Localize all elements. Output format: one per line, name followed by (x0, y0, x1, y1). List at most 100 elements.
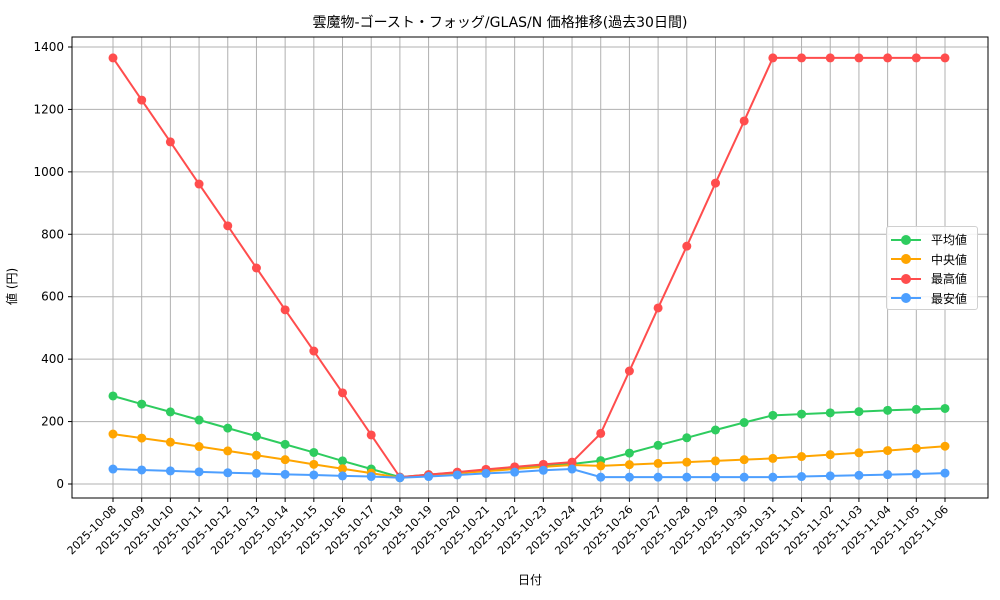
legend: 平均値 中央値 最高値 最安値 (886, 226, 978, 310)
data-point (309, 470, 319, 480)
data-point (940, 441, 950, 451)
data-point (624, 448, 634, 458)
x-axis-label: 日付 (517, 573, 542, 587)
data-point (567, 457, 577, 467)
data-point (768, 453, 778, 463)
data-point (797, 409, 807, 419)
data-point (596, 472, 606, 482)
data-point (137, 433, 147, 443)
y-tick-label: 0 (56, 477, 64, 491)
data-point (338, 456, 348, 466)
data-point (424, 472, 434, 482)
data-point (280, 455, 290, 465)
y-axis-ticks: 0 200 400 600 800 1000 1200 1400 (33, 40, 72, 491)
data-point (911, 469, 921, 479)
data-point (481, 468, 491, 478)
data-point (710, 472, 720, 482)
data-point (137, 95, 147, 105)
data-point (108, 464, 118, 474)
data-point (309, 447, 319, 457)
data-point (251, 468, 261, 478)
data-point (567, 464, 577, 474)
data-point (108, 429, 118, 439)
data-point (510, 467, 520, 477)
data-point (137, 399, 147, 409)
data-point (223, 468, 233, 478)
data-point (911, 53, 921, 63)
data-point (108, 53, 118, 63)
data-point (165, 437, 175, 447)
data-point (825, 450, 835, 460)
data-point (710, 178, 720, 188)
data-point (251, 450, 261, 460)
data-point (883, 53, 893, 63)
data-point (768, 472, 778, 482)
data-point (223, 221, 233, 231)
y-tick-label: 1000 (33, 165, 64, 179)
data-point (624, 460, 634, 470)
data-point (940, 53, 950, 63)
data-point (338, 388, 348, 398)
legend-label: 中央値 (931, 252, 968, 267)
data-point (682, 457, 692, 467)
data-point (883, 446, 893, 456)
y-tick-label: 800 (41, 227, 64, 241)
data-point (452, 470, 462, 480)
legend-item-min: 最安値 (891, 289, 973, 309)
legend-marker-icon (891, 293, 921, 304)
data-point (653, 472, 663, 482)
series-lines (108, 53, 950, 483)
data-point (653, 458, 663, 468)
y-tick-label: 200 (41, 415, 64, 429)
data-point (825, 471, 835, 481)
data-point (739, 472, 749, 482)
legend-label: 最高値 (931, 272, 968, 287)
data-point (682, 241, 692, 251)
data-point (682, 433, 692, 443)
data-point (739, 455, 749, 465)
data-point (940, 468, 950, 478)
data-point (710, 456, 720, 466)
data-point (338, 471, 348, 481)
data-point (797, 53, 807, 63)
data-point (280, 469, 290, 479)
data-point (883, 405, 893, 415)
data-point (251, 431, 261, 441)
data-point (596, 461, 606, 471)
data-point (309, 346, 319, 356)
series-line (112, 433, 946, 479)
plot-frame (71, 36, 989, 499)
data-point (911, 443, 921, 453)
data-point (194, 179, 204, 189)
legend-marker-icon (891, 234, 921, 245)
data-point (710, 425, 720, 435)
data-point (165, 137, 175, 147)
legend-item-average: 平均値 (891, 230, 973, 250)
data-point (739, 418, 749, 428)
data-point (854, 407, 864, 417)
data-point (768, 53, 778, 63)
grid-lines (72, 37, 988, 498)
data-point (739, 116, 749, 126)
y-tick-label: 1200 (33, 102, 64, 116)
data-point (825, 408, 835, 418)
data-point (624, 366, 634, 376)
y-tick-label: 400 (41, 352, 64, 366)
legend-label: 平均値 (931, 233, 968, 248)
data-point (940, 403, 950, 413)
data-point (768, 410, 778, 420)
data-point (251, 263, 261, 273)
data-point (194, 442, 204, 452)
data-point (280, 439, 290, 449)
legend-label: 最安値 (931, 291, 968, 306)
legend-item-median: 中央値 (891, 250, 973, 270)
legend-marker-icon (891, 254, 921, 265)
data-point (194, 467, 204, 477)
data-point (854, 470, 864, 480)
data-point (366, 430, 376, 440)
data-point (825, 53, 835, 63)
series-line (112, 468, 946, 479)
data-point (653, 303, 663, 313)
